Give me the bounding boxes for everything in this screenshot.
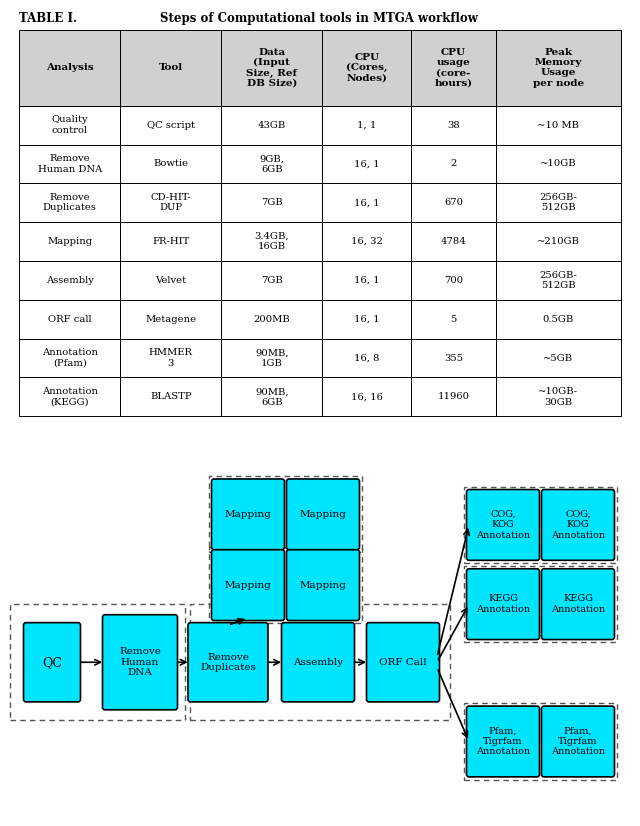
Text: 0.5GB: 0.5GB (543, 315, 574, 324)
Text: Pfam,
Tigrfam
Annotation: Pfam, Tigrfam Annotation (476, 727, 530, 757)
Text: QC script: QC script (147, 121, 195, 130)
FancyBboxPatch shape (211, 479, 285, 550)
Text: ~10GB: ~10GB (540, 159, 577, 169)
FancyBboxPatch shape (287, 479, 360, 550)
Text: 16, 1: 16, 1 (354, 315, 380, 324)
Text: Data
(Input
Size, Ref
DB Size): Data (Input Size, Ref DB Size) (246, 48, 298, 88)
Bar (464, 704, 617, 780)
Text: 700: 700 (444, 276, 463, 285)
Text: 2: 2 (451, 159, 457, 169)
FancyBboxPatch shape (467, 706, 540, 777)
Text: 9GB,
6GB: 9GB, 6GB (259, 154, 284, 173)
FancyBboxPatch shape (467, 569, 540, 639)
Text: 43GB: 43GB (258, 121, 286, 130)
Text: 3.4GB,
16GB: 3.4GB, 16GB (255, 232, 289, 251)
Bar (10, 604, 185, 720)
Text: Quality
control: Quality control (51, 116, 88, 135)
Text: Mapping: Mapping (300, 581, 346, 590)
Text: 16, 32: 16, 32 (351, 237, 383, 246)
Text: 256GB-
512GB: 256GB- 512GB (540, 193, 577, 212)
Text: CD-HIT-
DUP: CD-HIT- DUP (150, 193, 191, 212)
Text: 7GB: 7GB (261, 198, 283, 207)
Text: 90MB,
1GB: 90MB, 1GB (255, 349, 289, 368)
Text: COG,
KOG
Annotation: COG, KOG Annotation (551, 510, 605, 540)
Text: Tool: Tool (159, 64, 183, 72)
Text: 200MB: 200MB (253, 315, 291, 324)
FancyBboxPatch shape (211, 550, 285, 620)
Text: TABLE I.: TABLE I. (19, 12, 77, 26)
Text: COG,
KOG
Annotation: COG, KOG Annotation (476, 510, 530, 540)
FancyBboxPatch shape (541, 706, 614, 777)
Text: Mapping: Mapping (300, 510, 346, 519)
Bar (190, 604, 450, 720)
Text: KEGG
Annotation: KEGG Annotation (551, 595, 605, 614)
Text: 670: 670 (444, 198, 463, 207)
Text: 16, 1: 16, 1 (354, 159, 380, 169)
Text: QC: QC (42, 656, 62, 669)
Text: Pfam,
Tigrfam
Annotation: Pfam, Tigrfam Annotation (551, 727, 605, 757)
Text: Annotation
(KEGG): Annotation (KEGG) (42, 387, 98, 406)
Text: 90MB,
6GB: 90MB, 6GB (255, 387, 289, 406)
Text: Remove
Human DNA: Remove Human DNA (38, 154, 102, 173)
Text: Metagene: Metagene (145, 315, 196, 324)
Text: Assembly: Assembly (293, 657, 343, 667)
Bar (464, 566, 617, 642)
FancyBboxPatch shape (287, 550, 360, 620)
Text: Remove
Duplicates: Remove Duplicates (43, 193, 97, 212)
Text: Remove
Duplicates: Remove Duplicates (200, 653, 256, 672)
Text: KEGG
Annotation: KEGG Annotation (476, 595, 530, 614)
Text: 16, 1: 16, 1 (354, 198, 380, 207)
Text: CPU
usage
(core-
hours): CPU usage (core- hours) (435, 48, 472, 88)
Text: Steps of Computational tools in MTGA workflow: Steps of Computational tools in MTGA wor… (160, 12, 478, 26)
Text: 11960: 11960 (438, 392, 470, 401)
Text: Annotation
(Pfam): Annotation (Pfam) (42, 349, 98, 368)
Text: 5: 5 (451, 315, 457, 324)
FancyBboxPatch shape (188, 623, 268, 702)
Text: Remove
Human
DNA: Remove Human DNA (119, 648, 161, 677)
Text: 16, 8: 16, 8 (354, 354, 380, 363)
Text: 38: 38 (447, 121, 460, 130)
Text: 355: 355 (444, 354, 463, 363)
Text: 16, 16: 16, 16 (351, 392, 383, 401)
FancyBboxPatch shape (467, 490, 540, 560)
Text: Bowtie: Bowtie (153, 159, 188, 169)
Text: 7GB: 7GB (261, 276, 283, 285)
Text: 4784: 4784 (441, 237, 467, 246)
Text: FR-HIT: FR-HIT (152, 237, 189, 246)
Text: 256GB-
512GB: 256GB- 512GB (540, 271, 577, 290)
Text: Velvet: Velvet (156, 276, 186, 285)
FancyBboxPatch shape (282, 623, 355, 702)
Bar (209, 547, 362, 623)
Text: Peak
Memory
Usage
per node: Peak Memory Usage per node (532, 48, 584, 88)
Text: ~10 MB: ~10 MB (537, 121, 579, 130)
Text: Mapping: Mapping (47, 237, 92, 246)
Text: ~210GB: ~210GB (537, 237, 580, 246)
Text: Assembly: Assembly (46, 276, 93, 285)
Text: Mapping: Mapping (225, 581, 271, 590)
FancyBboxPatch shape (24, 623, 81, 702)
Text: Analysis: Analysis (46, 64, 93, 72)
Text: ~10GB-
30GB: ~10GB- 30GB (538, 387, 579, 406)
FancyBboxPatch shape (541, 569, 614, 639)
Text: ORF call: ORF call (48, 315, 92, 324)
Text: ~5GB: ~5GB (543, 354, 573, 363)
Text: 1, 1: 1, 1 (357, 121, 376, 130)
Text: ORF Call: ORF Call (379, 657, 427, 667)
Text: HMMER
3: HMMER 3 (149, 349, 193, 368)
FancyBboxPatch shape (541, 490, 614, 560)
Text: BLASTP: BLASTP (150, 392, 191, 401)
Bar (464, 487, 617, 563)
FancyBboxPatch shape (102, 615, 177, 710)
Bar (209, 477, 362, 553)
Text: CPU
(Cores,
Nodes): CPU (Cores, Nodes) (346, 53, 388, 83)
Text: 16, 1: 16, 1 (354, 276, 380, 285)
FancyBboxPatch shape (367, 623, 440, 702)
Text: Mapping: Mapping (225, 510, 271, 519)
